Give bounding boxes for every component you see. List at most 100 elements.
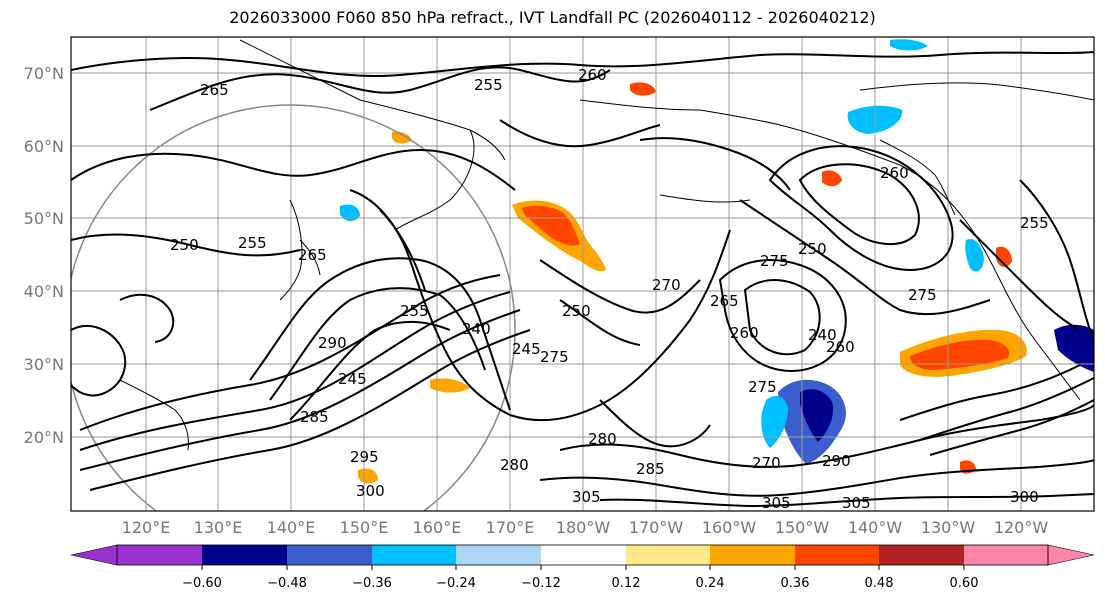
contour-label: 270	[652, 276, 681, 294]
anomaly-patch-cyan-west	[340, 204, 360, 222]
contour-label: 280	[500, 456, 529, 474]
contour-label: 240	[462, 320, 491, 338]
map-frame	[70, 36, 1095, 512]
colorbar: −0.60 −0.48 −0.36 −0.24 −0.12 0.12 0.24 …	[70, 544, 1095, 591]
colorbar-tick-label: 0.24	[696, 576, 725, 591]
contour-label: 260	[826, 338, 855, 356]
latitude-axis: 70°N 60°N 50°N 40°N 30°N 20°N	[24, 64, 64, 447]
anomaly-patch-red-east	[910, 339, 1010, 370]
colorbar-ticks	[201, 565, 965, 570]
contour-label: 255	[400, 302, 429, 320]
contour-label: 305	[572, 488, 601, 506]
anomaly-patch-orange-coast	[996, 246, 1012, 267]
lon-label: 140°W	[848, 518, 903, 537]
colorbar-segment	[287, 545, 372, 565]
colorbar-segment	[117, 545, 202, 565]
anomaly-patch-cyan-arctic	[890, 39, 928, 51]
contour-label: 300	[356, 482, 385, 500]
colorbar-segment	[202, 545, 287, 565]
contour-label: 270	[752, 454, 781, 472]
colorbar-tick-label: 0.12	[612, 576, 641, 591]
longitude-axis: 120°E 130°E 140°E 150°E 160°E 170°E 180°…	[122, 518, 1049, 537]
contour-label: 290	[318, 334, 347, 352]
lon-label: 160°W	[702, 518, 757, 537]
anomaly-patch-cyan-eastcoast	[965, 238, 984, 272]
contour-label: 250	[562, 302, 591, 320]
lat-label: 60°N	[24, 137, 64, 156]
colorbar-tick-label: −0.48	[267, 576, 307, 591]
contour-label: 260	[880, 164, 909, 182]
contour-label: 280	[588, 430, 617, 448]
contour-label: 275	[748, 378, 777, 396]
lon-label: 160°E	[413, 518, 462, 537]
contour-label: 300	[1010, 488, 1039, 506]
contour-label: 305	[842, 494, 871, 512]
colorbar-segment	[626, 545, 710, 565]
colorbar-frame	[116, 544, 1049, 566]
contour-label: 250	[798, 240, 827, 258]
contour-label: 250	[170, 236, 199, 254]
lat-label: 20°N	[24, 428, 64, 447]
contour-label: 255	[238, 234, 267, 252]
map-title: 2026033000 F060 850 hPa refract., IVT La…	[229, 8, 876, 27]
contour-label: 275	[760, 252, 789, 270]
contour-label: 245	[512, 340, 541, 358]
colorbar-segment	[541, 545, 626, 565]
contour-lines	[71, 51, 1094, 508]
colorbar-segment	[879, 545, 964, 565]
anomaly-patch-orange-midwest	[392, 131, 412, 144]
anomaly-patch-red-northeast	[822, 170, 842, 187]
colorbar-segment	[964, 545, 1048, 565]
anomaly-patch-cyan-mid	[761, 395, 788, 448]
anomaly-patch-navy-east	[1054, 324, 1094, 372]
lat-label: 40°N	[24, 282, 64, 301]
contour-label: 265	[200, 81, 229, 99]
anomaly-patch-red-central	[522, 205, 580, 246]
lon-label: 120°W	[994, 518, 1049, 537]
colorbar-segment	[1047, 544, 1095, 566]
region-circle	[71, 104, 516, 511]
contour-labels: 265 255 260 250 255 265 270 250 240 255 …	[170, 66, 1049, 512]
lon-label: 150°W	[775, 518, 830, 537]
contour-label: 285	[636, 460, 665, 478]
lon-label: 120°E	[122, 518, 171, 537]
lat-label: 30°N	[24, 355, 64, 374]
lon-label: 180°W	[556, 518, 611, 537]
contour-label: 265	[298, 246, 327, 264]
lon-label: 140°E	[267, 518, 316, 537]
contour-label: 305	[762, 494, 791, 512]
lat-label: 70°N	[24, 64, 64, 83]
contour-label: 260	[578, 66, 607, 84]
colorbar-segment	[795, 545, 879, 565]
lat-label: 50°N	[24, 209, 64, 228]
colorbar-segment	[710, 545, 795, 565]
contour-label: 275	[540, 348, 569, 366]
colorbar-segment	[70, 544, 118, 566]
lon-label: 150°E	[340, 518, 389, 537]
lon-label: 130°W	[921, 518, 976, 537]
contour-label: 245	[338, 370, 367, 388]
anomaly-patch-orange-northwest	[630, 82, 656, 96]
colorbar-segment	[372, 545, 456, 565]
contour-label: 260	[730, 324, 759, 342]
colorbar-tick-label: 0.48	[865, 576, 894, 591]
anomaly-patch-orange-south2	[358, 468, 378, 484]
colorbar-tick-label: −0.60	[182, 576, 222, 591]
colorbar-tick-label: 0.60	[950, 576, 979, 591]
map-panel[interactable]: 265 255 260 250 255 265 270 250 240 255 …	[65, 36, 1095, 555]
colorbar-segment	[456, 545, 541, 565]
anomaly-patch-navy-mid	[800, 389, 834, 442]
contour-label: 255	[474, 76, 503, 94]
colorbar-tick-label: −0.24	[436, 576, 476, 591]
contour-label: 240	[808, 326, 837, 344]
contour-label: 290	[822, 452, 851, 470]
lon-label: 130°E	[194, 518, 243, 537]
contour-label: 255	[1020, 214, 1049, 232]
lon-label: 170°W	[629, 518, 684, 537]
contour-label: 275	[908, 286, 937, 304]
colorbar-tick-label: −0.36	[352, 576, 392, 591]
contour-label: 285	[300, 408, 329, 426]
lon-label: 170°E	[486, 518, 535, 537]
colorbar-tick-label: 0.36	[781, 576, 810, 591]
